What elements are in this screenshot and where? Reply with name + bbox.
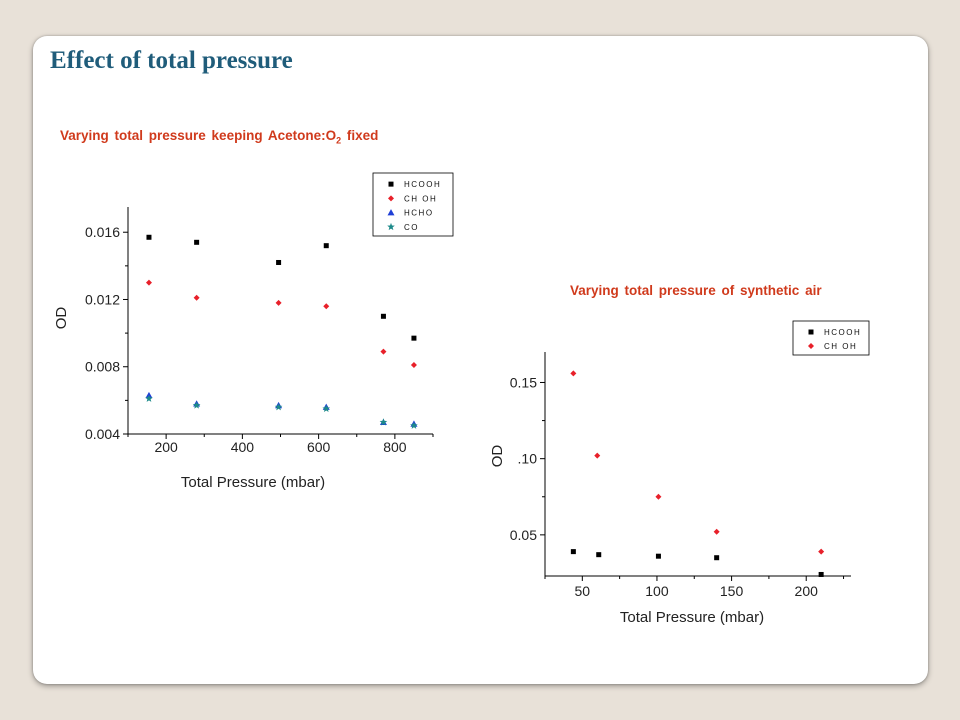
data-point: [274, 403, 283, 411]
y-axis-label: OD: [53, 307, 70, 330]
series-hcooh: [146, 234, 417, 341]
series-hcho: [145, 391, 418, 427]
data-point: [818, 548, 825, 555]
legend-label: CO: [404, 223, 419, 232]
x-tick-label: 400: [231, 439, 255, 455]
legend-box: [792, 320, 870, 356]
x-tick-label: 200: [154, 439, 178, 455]
y-tick-label: .10: [518, 451, 538, 467]
y-tick-label: 0.016: [85, 224, 120, 240]
data-point: [655, 493, 662, 500]
legend-label: CH OH: [824, 342, 857, 351]
y-tick-label: 0.012: [85, 291, 120, 307]
legend-marker: [387, 209, 395, 216]
data-point: [410, 421, 418, 429]
data-point: [322, 404, 331, 413]
legend-marker: [387, 222, 395, 231]
x-tick-label: 50: [575, 583, 591, 599]
data-point: [323, 243, 329, 249]
x-tick-label: 150: [720, 583, 744, 599]
right-chart-caption: Varying total pressure of synthetic air: [570, 283, 822, 298]
data-point: [570, 549, 576, 555]
left-caption-main: Varying total pressure keeping Acetone:O: [60, 128, 337, 143]
series-ch3oh: [145, 279, 417, 369]
x-tick-label: 600: [307, 439, 331, 455]
data-point: [276, 259, 282, 265]
data-point: [193, 294, 200, 301]
data-point: [194, 239, 200, 245]
x-axis-label: Total Pressure (mbar): [620, 609, 764, 626]
chart-1: 0.004 0.008 0.012 0.016 200 400 600 800 OD Total …: [53, 172, 454, 491]
y-tick-label: 0.05: [510, 527, 537, 543]
x-tick-label: 200: [795, 583, 819, 599]
legend-label: HCOOH: [824, 328, 861, 337]
slide-title: Effect of total pressure: [50, 47, 293, 74]
data-point: [655, 553, 661, 559]
data-point: [379, 418, 388, 426]
legend: HCOOH CH OH: [792, 320, 870, 356]
data-point: [323, 303, 330, 310]
y-tick-label: 0.004: [85, 426, 120, 442]
y-tick-label: 0.008: [85, 359, 120, 375]
data-point: [596, 552, 602, 558]
series-co: [145, 394, 418, 429]
x-tick-label: 100: [645, 583, 669, 599]
chart-2: 0.05 .10 0.15 50 100 150 200 OD Total Pressure (…: [489, 320, 870, 626]
legend-label: HCOOH: [404, 180, 441, 189]
x-axis-label: Total Pressure (mbar): [181, 474, 325, 491]
legend-label: CH OH: [404, 194, 437, 203]
data-point: [146, 234, 152, 240]
data-point: [714, 555, 720, 561]
data-point: [594, 452, 601, 459]
data-point: [145, 394, 153, 402]
data-point: [275, 299, 282, 306]
data-point: [570, 370, 577, 377]
data-point: [818, 571, 824, 577]
data-point: [380, 348, 387, 355]
data-point: [410, 362, 417, 369]
series-hcooh: [570, 549, 824, 577]
data-point: [192, 401, 201, 409]
y-tick-label: 0.15: [510, 374, 537, 390]
left-caption-subscript: 2: [336, 135, 342, 146]
legend-marker: [808, 343, 814, 349]
legend-box: [372, 172, 454, 237]
legend-marker: [388, 181, 394, 187]
data-point: [411, 335, 417, 341]
data-point: [713, 528, 720, 535]
legend-marker: [808, 329, 814, 335]
legend-label: HCHO: [404, 209, 434, 218]
data-point: [145, 279, 152, 286]
x-tick-label: 800: [383, 439, 407, 455]
data-point: [380, 313, 386, 319]
left-chart-caption: Varying total pressure keeping Acetone:O…: [60, 128, 378, 146]
y-axis-label: OD: [489, 445, 506, 468]
series-ch3oh: [570, 370, 825, 555]
legend: HCOOH CH OH HCHO CO: [372, 172, 454, 237]
left-caption-end: fixed: [341, 128, 379, 143]
legend-marker: [388, 195, 394, 202]
